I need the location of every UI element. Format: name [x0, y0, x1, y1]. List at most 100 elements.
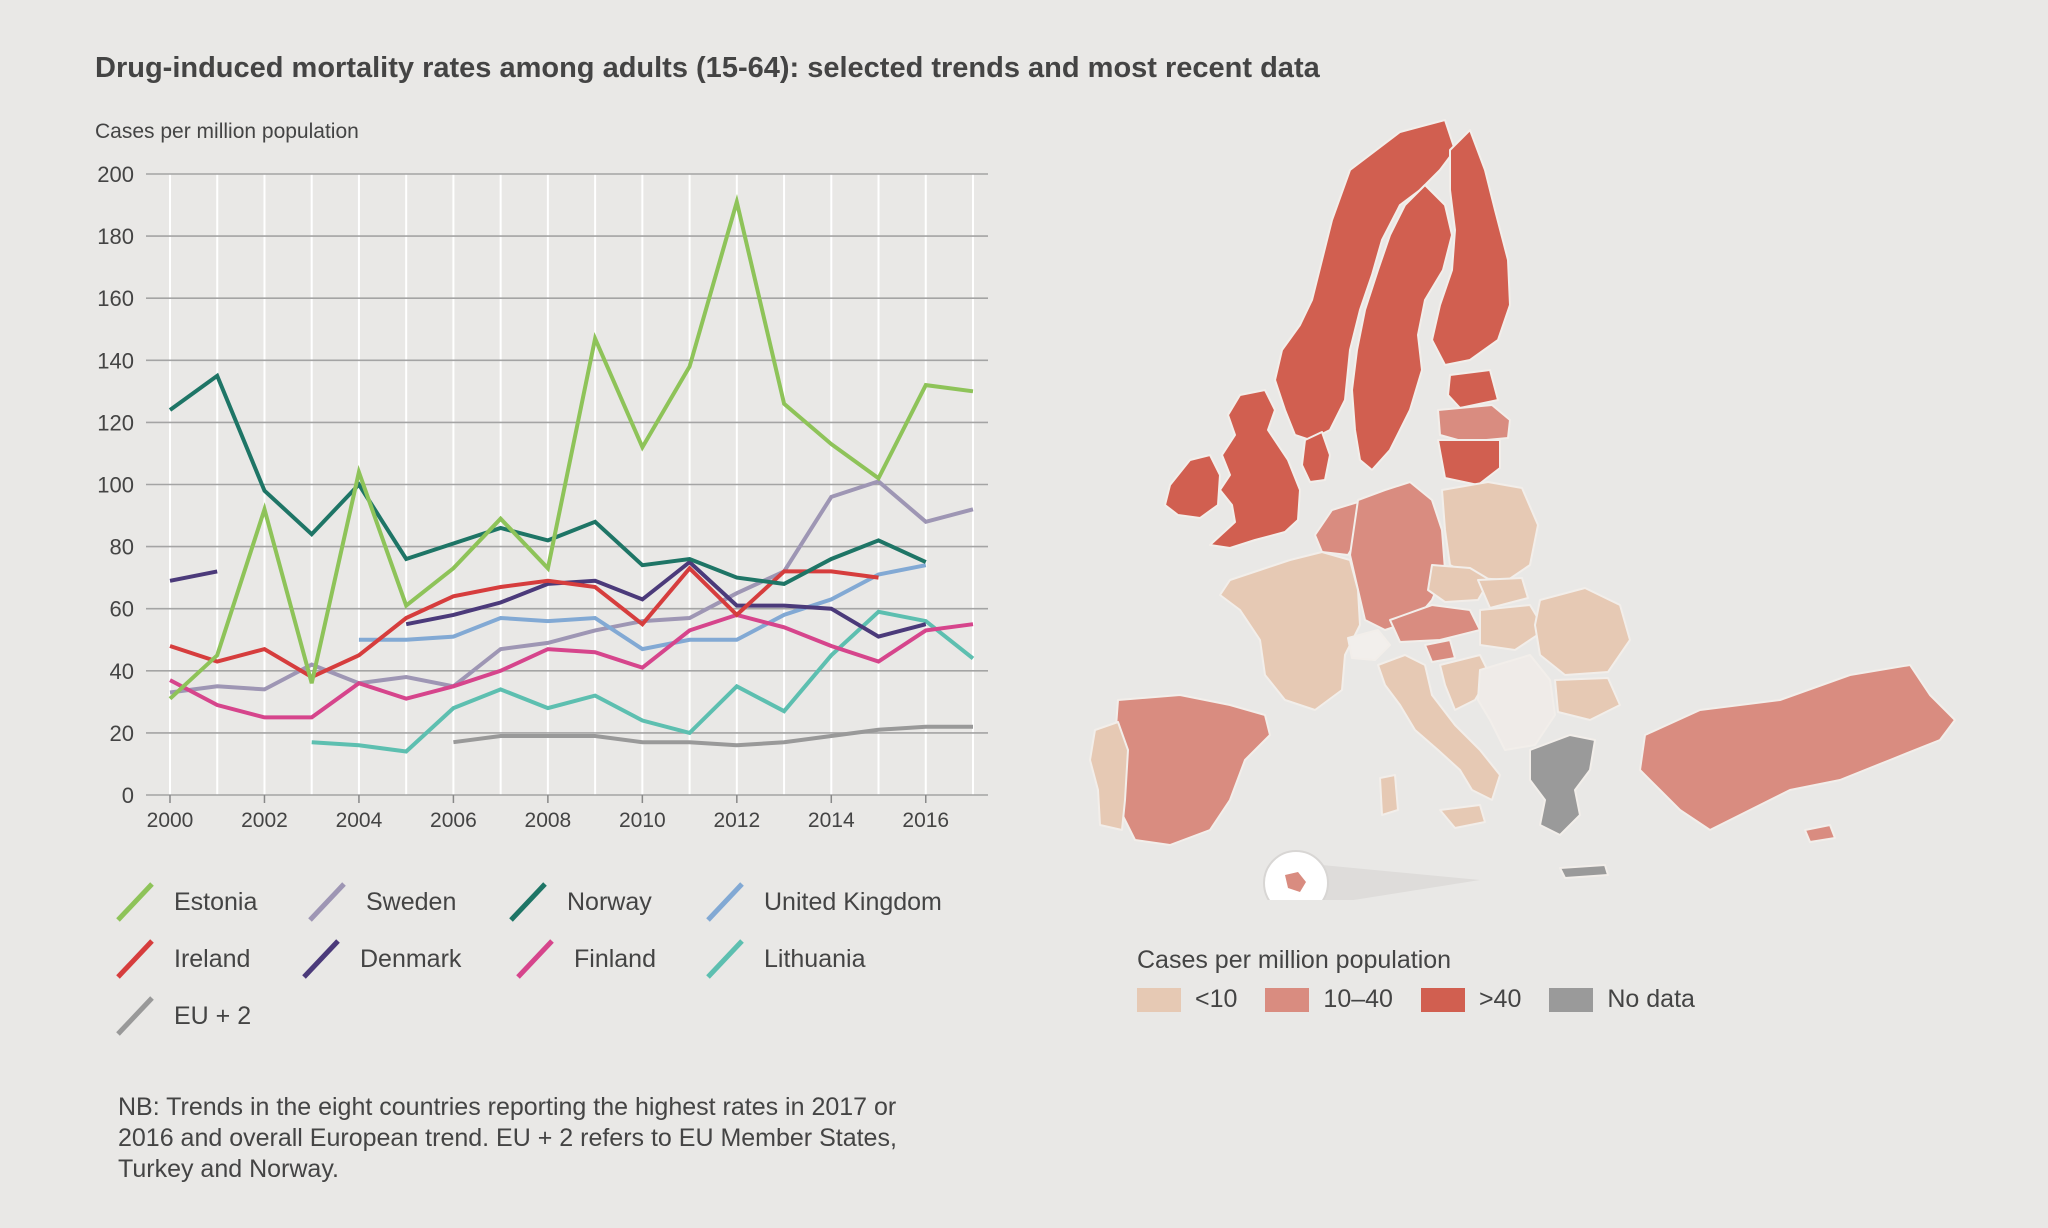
x-tick-label: 2006 [430, 809, 477, 832]
y-tick-label: 140 [97, 348, 134, 373]
map-region-crete [1559, 864, 1609, 879]
y-tick-label: 100 [97, 473, 134, 498]
legend-label: EU + 2 [174, 1001, 252, 1030]
map-legend-title: Cases per million population [1137, 946, 1452, 974]
legend-item-lithuania: Lithuania [700, 937, 865, 981]
map-legend-label: 10–40 [1323, 985, 1393, 1013]
map-region-lithuania [1437, 439, 1501, 486]
legend-label: Lithuania [764, 944, 866, 973]
map-legend-swatch [1265, 987, 1310, 1012]
map-region-greece [1529, 734, 1596, 836]
x-tick-label: 2008 [525, 809, 572, 832]
y-tick-labels: 0 20 40 60 80 100 120 140 160 180 200 [97, 162, 134, 808]
series-line-sweden [169, 479, 974, 695]
map-legend-item-no-data: No data [1549, 985, 1695, 1014]
y-tick-label: 80 [110, 535, 134, 560]
x-tick-label: 2014 [808, 809, 855, 832]
map-legend-swatch [1137, 987, 1181, 1012]
y-tick-label: 0 [122, 783, 134, 808]
map-region-spain [1114, 694, 1271, 846]
map-legend-swatch [1420, 987, 1465, 1012]
y-tick-label: 40 [110, 659, 134, 684]
map-region-estonia [1447, 369, 1499, 409]
legend-label: United Kingdom [764, 887, 942, 916]
map-region-poland [1441, 481, 1539, 581]
series-line-denmark [169, 569, 218, 583]
y-tick-label: 180 [97, 224, 134, 249]
series-line-united-kingdom [358, 563, 927, 652]
map-region-bulgaria [1554, 677, 1621, 721]
legend-item-denmark: Denmark [296, 937, 461, 981]
map-legend-label: <10 [1195, 985, 1238, 1013]
legend-swatch [706, 882, 744, 922]
map-legend-label: >40 [1478, 985, 1522, 1013]
x-tick-label: 2002 [241, 809, 288, 832]
map-region-ireland [1164, 454, 1221, 519]
chart-title: Drug-induced mortality rates among adult… [95, 52, 1320, 84]
chart-legend: Estonia Sweden Norway United Kingdom Ire… [110, 880, 1010, 1050]
legend-swatch [308, 882, 346, 922]
legend-swatch [116, 882, 154, 922]
series-line-denmark [405, 559, 927, 639]
legend-label: Ireland [174, 944, 251, 973]
x-tick-label: 2012 [713, 809, 760, 832]
map-legend-swatch [1549, 987, 1594, 1012]
series-line-finland [169, 612, 974, 720]
footnote: NB: Trends in the eight countries report… [118, 1093, 897, 1183]
legend-item-norway: Norway [503, 880, 652, 924]
legend-item-ireland: Ireland [110, 937, 250, 981]
x-tick-label: 2010 [619, 809, 666, 832]
map-region-malta [1285, 872, 1306, 892]
map-region-hungary [1479, 604, 1546, 651]
chart-series [168, 193, 975, 754]
legend-swatch [116, 939, 154, 979]
europe-map [1089, 119, 1956, 900]
map-region-turkey [1639, 664, 1956, 831]
legend-item-eu-2: EU + 2 [110, 994, 251, 1038]
map-region-switzerland [1347, 629, 1391, 661]
legend-swatch [516, 939, 554, 979]
legend-item-finland: Finland [510, 937, 656, 981]
x-tick-label: 2000 [147, 809, 194, 832]
legend-item-united-kingdom: United Kingdom [700, 880, 942, 924]
map-region-finland [1431, 129, 1511, 366]
map-legend-item-lt10: <10 [1137, 985, 1237, 1014]
legend-label: Denmark [360, 944, 462, 973]
map-legend: <10 10–40 >40 No data [1137, 985, 1723, 1014]
y-axis-label: Cases per million population [95, 120, 359, 143]
map-region-slovenia [1424, 639, 1456, 663]
legend-item-estonia: Estonia [110, 880, 257, 924]
line-chart: 0 20 40 60 80 100 120 140 160 180 200 2000 2002 2004… [97, 162, 988, 832]
y-tick-label: 60 [110, 597, 134, 622]
map-region-denmark [1301, 431, 1331, 483]
legend-label: Norway [567, 887, 652, 916]
series-line-norway [168, 372, 927, 586]
map-region-france [1219, 551, 1361, 711]
series-line-eu-2 [453, 724, 973, 748]
malta-inset-pointer [1322, 865, 1480, 900]
map-region-slovakia [1477, 577, 1529, 609]
map-region-western-balkans [1477, 654, 1556, 751]
map-legend-item-10-40: 10–40 [1265, 985, 1393, 1014]
x-tick-label: 2016 [902, 809, 949, 832]
series-line-estonia [168, 193, 974, 701]
legend-swatch [509, 882, 547, 922]
map-region-portugal [1089, 721, 1129, 831]
y-tick-label: 120 [97, 410, 134, 435]
legend-swatch [706, 939, 744, 979]
y-tick-label: 160 [97, 286, 134, 311]
legend-label: Finland [574, 944, 656, 973]
map-region-sardinia [1379, 774, 1399, 816]
y-tick-label: 200 [97, 162, 134, 187]
map-region-united-kingdom [1209, 389, 1301, 549]
x-tick-label: 2004 [336, 809, 383, 832]
legend-swatch [116, 996, 154, 1036]
series-line-ireland [169, 565, 879, 680]
legend-label: Sweden [366, 887, 457, 916]
map-region-sicily [1439, 804, 1486, 829]
map-region-norway [1274, 119, 1456, 441]
map-region-latvia [1437, 404, 1511, 443]
y-tick-label: 20 [110, 721, 134, 746]
legend-label: Estonia [174, 887, 258, 916]
map-region-italy [1377, 654, 1501, 801]
